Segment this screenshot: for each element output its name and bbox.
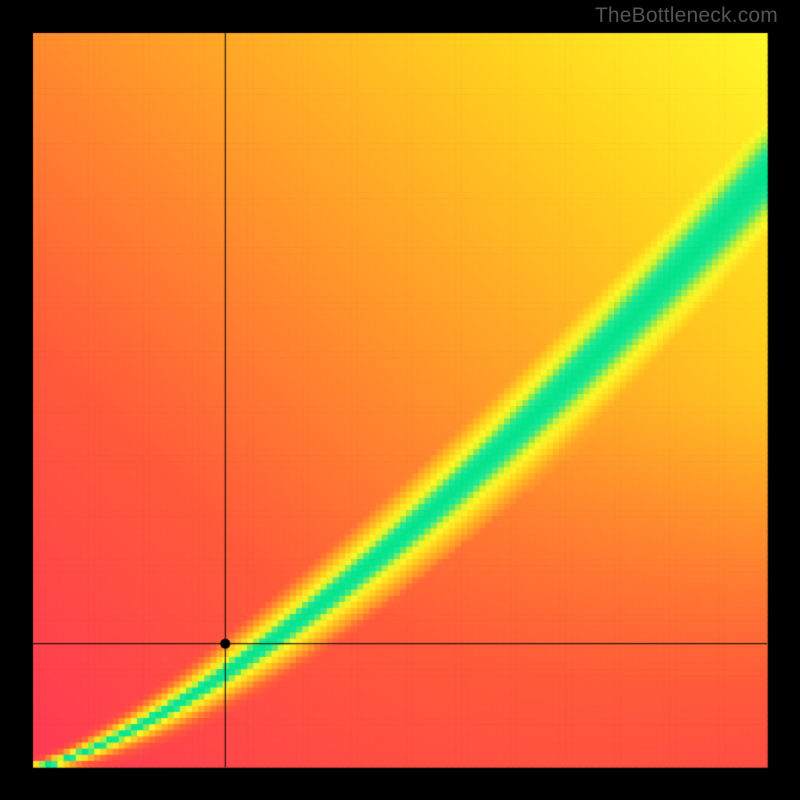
bottleneck-heatmap [0, 0, 800, 800]
watermark-text: TheBottleneck.com [595, 4, 778, 28]
